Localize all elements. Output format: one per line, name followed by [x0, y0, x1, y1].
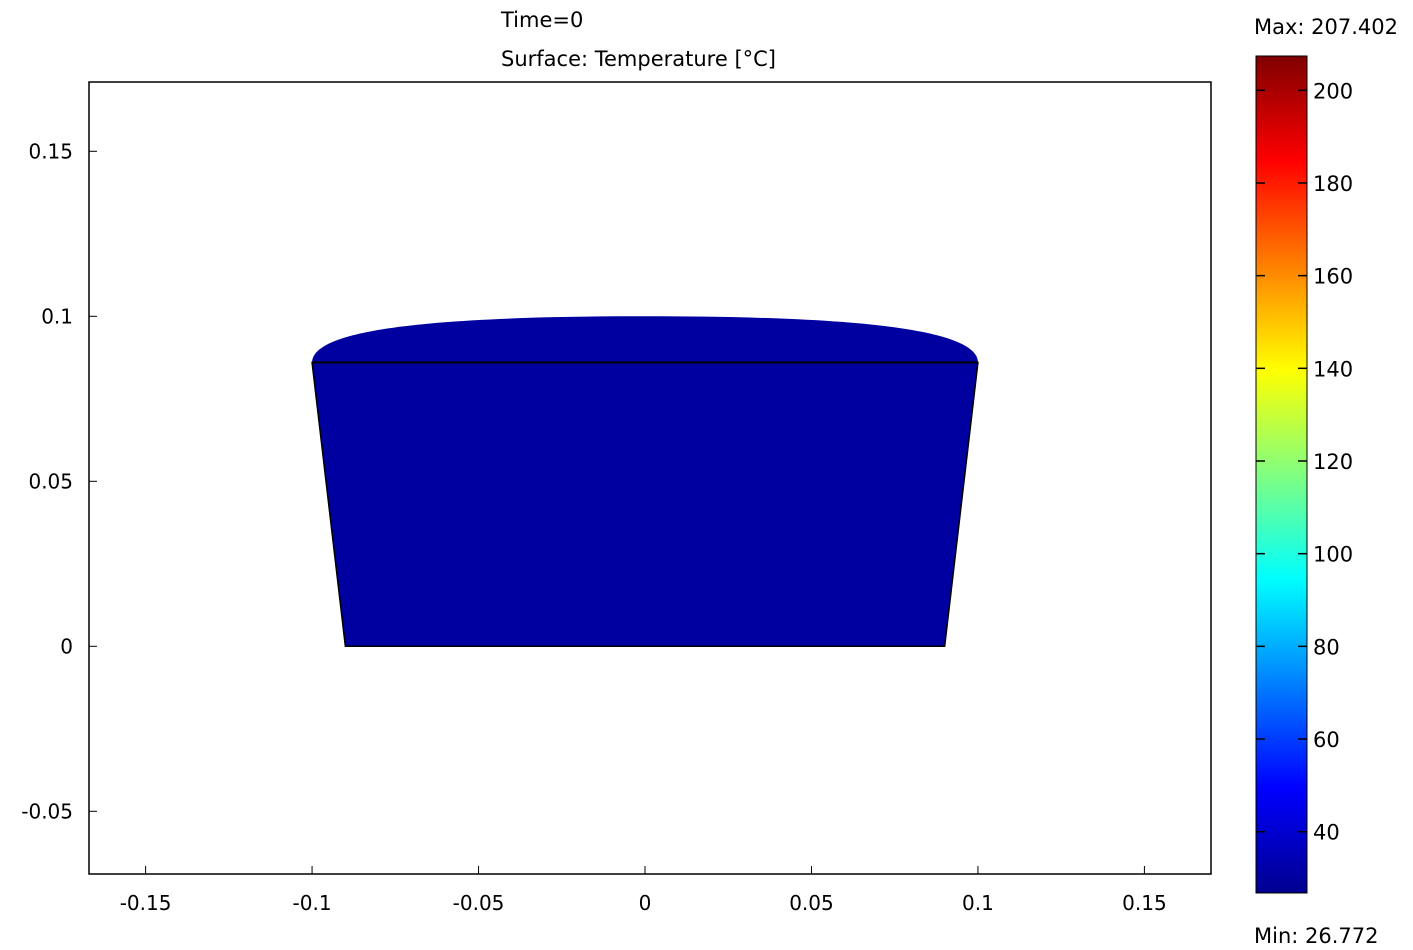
colorbar-tick-label: 160	[1313, 265, 1353, 289]
title: Time=0 Surface: Temperature [°C]	[500, 8, 776, 71]
colorbar-tick-label: 60	[1313, 728, 1340, 752]
title-line-surface: Surface: Temperature [°C]	[501, 47, 776, 71]
colorbar-tick-label: 40	[1313, 821, 1340, 845]
y-tick-label: -0.05	[21, 799, 73, 823]
colorbar-ticks: 200 180 160 140 120 100 80 60 40	[1256, 79, 1353, 845]
colorbar-tick-label: 80	[1313, 635, 1340, 659]
y-tick-label: 0.15	[28, 139, 73, 163]
y-tick-label: 0	[60, 634, 73, 658]
domain-body	[311, 361, 979, 648]
title-line-time: Time=0	[500, 8, 583, 32]
colorbar-min-label: Min: 26.772	[1254, 924, 1379, 948]
colorbar-tick-label: 120	[1313, 450, 1353, 474]
colorbar-max-label: Max: 207.402	[1254, 15, 1398, 39]
colorbar-tick-label: 200	[1313, 79, 1353, 103]
x-tick-label: -0.05	[453, 891, 505, 915]
domain-cap	[312, 316, 978, 363]
colorbar-tick-label: 140	[1313, 357, 1353, 381]
colorbar: Max: 207.402 200 180 160 140 120 100 80 60 40 Mi…	[1254, 15, 1398, 948]
x-axis: -0.15 -0.1 -0.05 0 0.05 0.1 0.15	[120, 866, 1167, 915]
y-tick-label: 0.1	[41, 304, 73, 328]
colorbar-tick-label: 100	[1313, 543, 1353, 567]
x-tick-label: -0.1	[293, 891, 332, 915]
x-tick-label: 0.1	[962, 891, 994, 915]
x-tick-label: 0.05	[789, 891, 834, 915]
domain-geometry	[311, 316, 979, 648]
colorbar-tick-label: 180	[1313, 172, 1353, 196]
x-tick-label: -0.15	[120, 891, 172, 915]
y-tick-label: 0.05	[28, 469, 73, 493]
x-tick-label: 0	[639, 891, 652, 915]
colorbar-gradient	[1255, 55, 1308, 894]
x-tick-label: 0.15	[1122, 891, 1167, 915]
y-axis: 0.15 0.1 0.05 0 -0.05	[21, 139, 97, 823]
